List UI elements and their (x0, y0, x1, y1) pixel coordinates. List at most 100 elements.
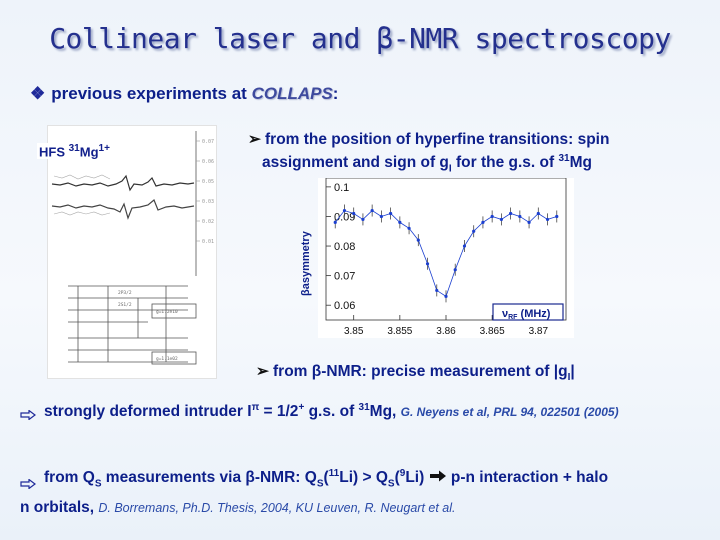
svg-text:g=1.1e02: g=1.1e02 (156, 356, 178, 362)
bullet5-s1: S (94, 478, 102, 490)
bullet4-spin: = 1/2 (259, 403, 299, 421)
page-title: Collinear laser and β-NMR spectroscopy (49, 22, 671, 55)
bullet4-mass: 31 (358, 402, 370, 413)
bullet5-text-g: p-n interaction + halo (446, 469, 609, 487)
bullet3-text: from β-NMR: precise measurement of |g (273, 363, 568, 380)
bullet5-paren2: ( (394, 469, 400, 487)
bullet3-end: | (570, 363, 575, 380)
data-point (389, 211, 393, 216)
bullet4-pi: π (251, 402, 260, 413)
hfs-spectrum-image: 0.07 0.06 0.05 0.03 0.02 0.01 g=1.2e10 g=1.1e… (48, 126, 216, 378)
y-tick-label: 0.06 (334, 300, 355, 312)
data-point (499, 217, 503, 222)
bullet5-mass9: 9 (399, 468, 406, 479)
svg-text:0.07: 0.07 (202, 139, 214, 145)
bullet5-text-a: from Q (44, 469, 95, 487)
data-point (462, 244, 467, 248)
data-point (342, 208, 347, 213)
bullet-deformed-intruder: strongly deformed intruder Iπ = 1/2+ g.s… (20, 402, 619, 421)
bullet-hyperfine-transitions: ➢ from the position of hyperfine transiti… (248, 130, 708, 178)
x-tick-label: 3.865 (480, 326, 505, 337)
data-point (333, 220, 337, 224)
data-point (472, 229, 476, 233)
bullet2-line2a: assignment and sign of g (262, 154, 449, 172)
hfs-spectrum-figure: 0.07 0.06 0.05 0.03 0.02 0.01 g=1.2e10 g=1.1e… (47, 125, 217, 379)
bullet1-text: previous experiments at (51, 84, 252, 103)
data-point (352, 211, 356, 216)
bullet2-line1: from the position of hyperfine transitio… (265, 131, 610, 148)
data-point (444, 294, 448, 298)
xlabel-sub: RF (508, 314, 518, 321)
data-point (435, 288, 439, 293)
x-tick-label: 3.86 (436, 326, 456, 337)
bullet5-text-f: Li) (405, 469, 425, 487)
bullet4-element: Mg, (369, 403, 401, 421)
reference-neyens: G. Neyens et al, PRL 94, 022501 (2005) (400, 405, 619, 420)
data-point (555, 214, 559, 219)
data-point (527, 220, 531, 224)
xlabel-unit: (MHz) (517, 308, 550, 320)
svg-text:2P3/2: 2P3/2 (118, 290, 132, 296)
bullet5-s2: S (316, 478, 324, 490)
bullet5-text-d: Li) > Q (339, 469, 388, 487)
plot-ylabel-text: βasymmetry (300, 230, 312, 296)
bullet5-text-b: measurements via β-NMR: Q (101, 469, 317, 487)
bullet-qs-measurements: from QS measurements via β-NMR: QS(11Li)… (20, 462, 710, 520)
xlabel-box (492, 303, 564, 321)
bullet-beta-nmr-measurement: ➢ from β-NMR: precise measurement of |gI| (256, 362, 575, 383)
bullet4-parity: + (298, 402, 305, 413)
right-arrow-icon (429, 466, 447, 490)
svg-text:0.06: 0.06 (202, 159, 214, 165)
arrow-bullet-icon: ➢ (256, 363, 269, 380)
bullet5-line2: n orbitals, (20, 499, 99, 517)
data-point (545, 217, 550, 222)
data-point (370, 208, 374, 213)
svg-text:0.02: 0.02 (202, 219, 214, 225)
data-point (361, 217, 365, 222)
data-point (509, 211, 513, 216)
reference-borremans: D. Borremans, Ph.D. Thesis, 2004, KU Leu… (98, 501, 456, 516)
diamond-bullet-icon: ❖ (30, 84, 46, 103)
svg-text:g=1.2e10: g=1.2e10 (156, 309, 178, 315)
data-point (379, 214, 383, 219)
svg-text:0.03: 0.03 (202, 199, 214, 205)
bullet2-mass: 31 (558, 153, 570, 164)
x-tick-label: 3.855 (387, 326, 412, 337)
bullet2-element: Mg (569, 154, 592, 172)
data-point (425, 262, 430, 266)
hfs-prefix: HFS (39, 144, 69, 160)
plot-ylabel: βasymmetry (296, 218, 316, 298)
xlabel-nu: ν (502, 308, 508, 320)
bullet2-gi-sub: I (448, 163, 452, 175)
bullet5-paren1: ( (323, 469, 329, 487)
y-tick-label: 0.07 (334, 271, 355, 283)
x-tick-label: 3.87 (529, 326, 549, 337)
y-tick-label: 0.09 (334, 211, 355, 223)
data-point (536, 211, 540, 216)
beta-nmr-chart: 0.06 0.07 0.08 0.09 0.1 3.85 3.855 3.86 3.865 3.… (325, 177, 567, 337)
hfs-label: HFS 31Mg1+ (37, 143, 112, 160)
data-point (416, 238, 420, 242)
collaps-label: COLLAPS (251, 84, 333, 103)
plot-xlabel: νRF (MHz) (502, 308, 551, 321)
hfs-charge: 1+ (98, 143, 110, 154)
plot-ylabel-svg: βasymmetry (300, 230, 312, 296)
data-point (398, 220, 402, 224)
data-point (453, 268, 457, 272)
bullet2-line2c: for the g.s. of (451, 154, 559, 172)
svg-text:2S1/2: 2S1/2 (118, 302, 132, 308)
data-point (490, 214, 494, 219)
data-point (407, 226, 411, 230)
bullet5-mass11: 11 (328, 468, 340, 479)
bullet4-gs: g.s. of (304, 403, 359, 421)
beta-nmr-plot: 0.06 0.07 0.08 0.09 0.1 3.85 3.855 3.86 3.865 3.… (318, 177, 574, 338)
y-tick-label: 0.1 (334, 182, 349, 194)
arrow-bullet-icon: ➢ (248, 131, 261, 148)
bullet4-text: strongly deformed intruder I (44, 403, 252, 421)
hfs-mass: 31 (68, 143, 80, 154)
y-tick-label: 0.08 (334, 241, 355, 253)
bullet-previous-experiments: ❖ previous experiments at COLLAPS: (30, 84, 338, 104)
hfs-element: Mg (79, 144, 99, 160)
bullet3-sub: I (567, 372, 571, 384)
hollow-arrow-icon (20, 473, 36, 490)
